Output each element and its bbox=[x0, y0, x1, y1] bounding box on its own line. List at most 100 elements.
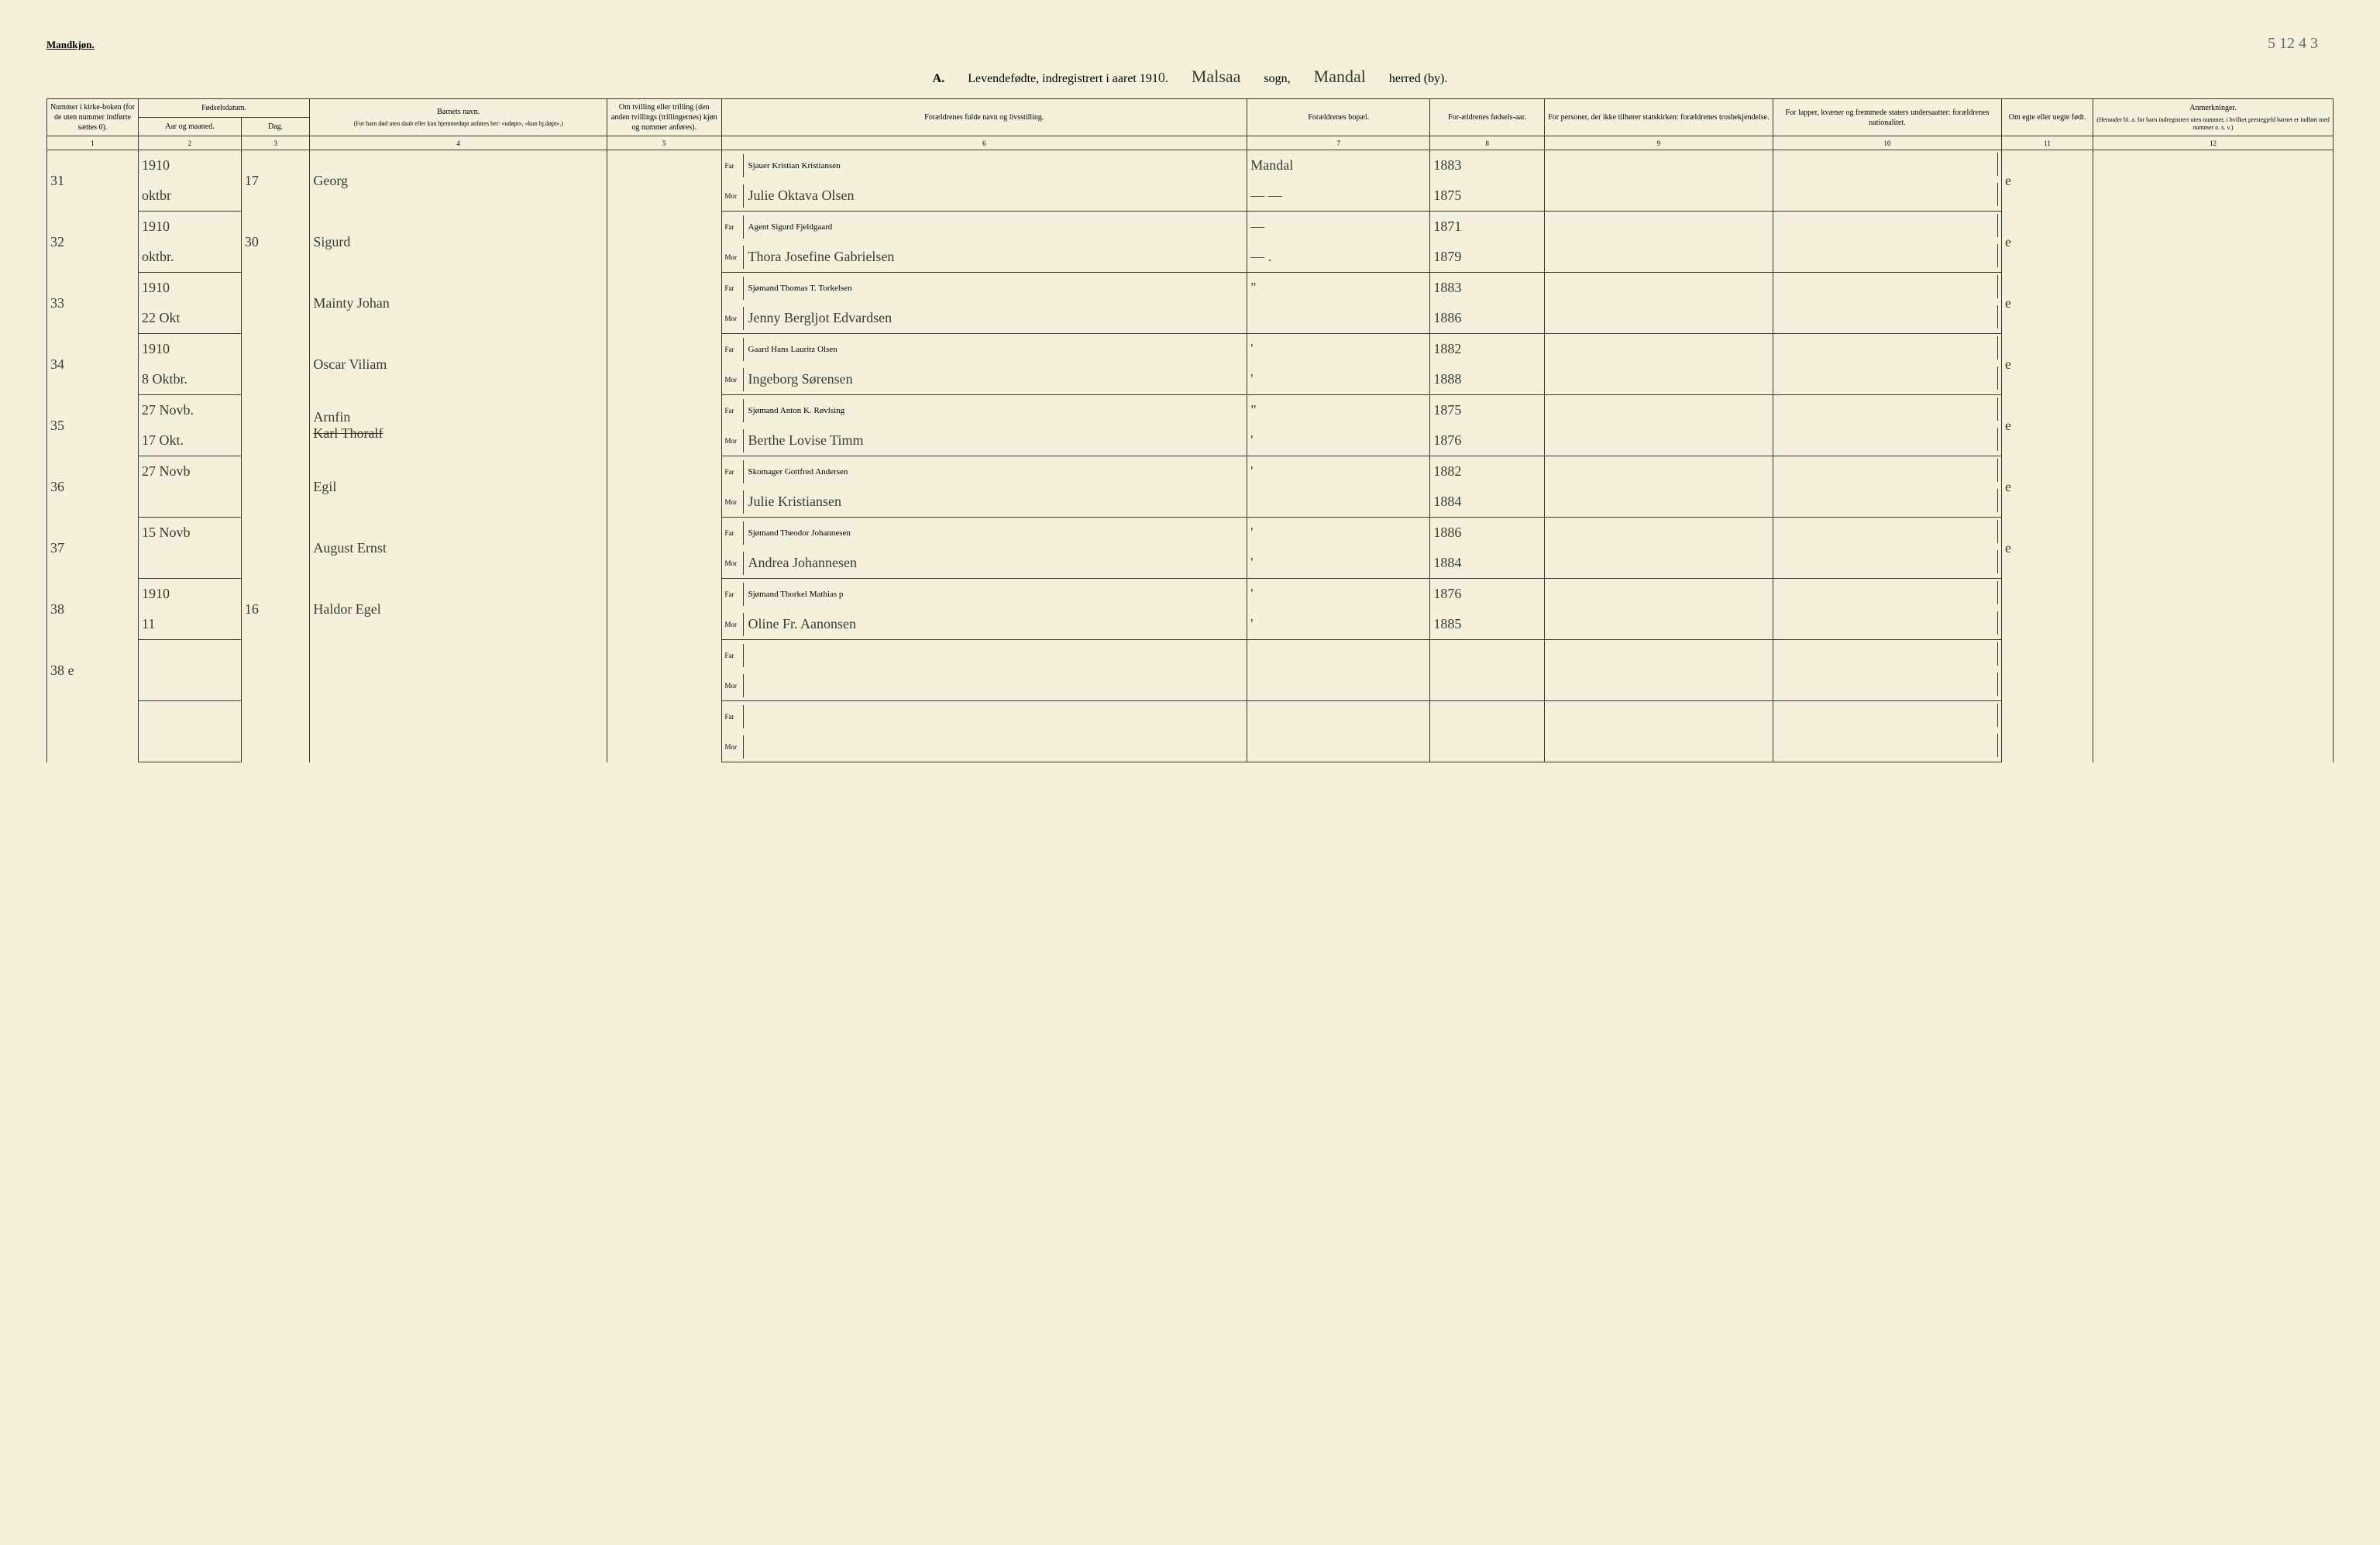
cell-nationality bbox=[1773, 334, 2001, 365]
cell-year-month: 27 Novb bbox=[139, 456, 242, 487]
cell-bopael-mor bbox=[1247, 303, 1430, 334]
cell-nationality-mor bbox=[1773, 731, 2001, 762]
cell-nationality bbox=[1773, 518, 2001, 549]
cell-legit bbox=[2002, 640, 2093, 701]
cell-remarks bbox=[2093, 150, 2334, 212]
cell-year-far: 1886 bbox=[1430, 518, 1545, 549]
cell-remarks bbox=[2093, 640, 2334, 701]
mor-label: Mor bbox=[722, 735, 744, 759]
cell-legit: e bbox=[2002, 395, 2093, 456]
cell-nationality-mor bbox=[1773, 487, 2001, 518]
col-header-year-month: Aar og maaned. bbox=[139, 118, 242, 136]
cell-legit: e bbox=[2002, 150, 2093, 212]
cell-year-far: 1883 bbox=[1430, 150, 1545, 181]
table-row: 37 15 Novb August Ernst Far Sjømand Theo… bbox=[47, 518, 2334, 549]
cell-far: Far Sjauer Kristian Kristiansen bbox=[721, 150, 1247, 181]
cell-religion-mor bbox=[1544, 548, 1773, 579]
cell-bopael-mor: ' bbox=[1247, 364, 1430, 395]
gender-label: Mandkjøn. bbox=[46, 39, 2334, 51]
cell-bopael-far: ' bbox=[1247, 334, 1430, 365]
mor-label: Mor bbox=[722, 184, 744, 208]
cell-mor: Mor Jenny Bergljot Edvardsen bbox=[721, 303, 1247, 334]
cell-nationality-mor bbox=[1773, 609, 2001, 640]
cell-year-month bbox=[139, 640, 242, 671]
table-row: 34 1910 Oscar Viliam Far Gaard Hans Laur… bbox=[47, 334, 2334, 365]
cell-legit: e bbox=[2002, 456, 2093, 518]
cell-day: 30 bbox=[241, 212, 310, 273]
cell-far: Far Gaard Hans Lauritz Olsen bbox=[721, 334, 1247, 365]
far-label: Far bbox=[722, 277, 744, 300]
cell-year-mor bbox=[1430, 731, 1545, 762]
cell-legit: e bbox=[2002, 212, 2093, 273]
far-label: Far bbox=[722, 583, 744, 606]
table-row: Far bbox=[47, 701, 2334, 732]
sogn-label: sogn, bbox=[1264, 72, 1290, 86]
cell-legit: e bbox=[2002, 334, 2093, 395]
cell-bopael-far: ' bbox=[1247, 518, 1430, 549]
table-body: 1 2 3 4 5 6 7 8 9 10 11 12 31 1910 17 Ge… bbox=[47, 136, 2334, 762]
table-header: Nummer i kirke-boken (for de uten nummer… bbox=[47, 99, 2334, 136]
cell-twin bbox=[607, 456, 721, 518]
cell-num: 31 bbox=[47, 150, 139, 212]
cell-religion bbox=[1544, 701, 1773, 732]
col-header-twin: Om tvilling eller trilling (den anden tv… bbox=[607, 99, 721, 136]
cell-nationality bbox=[1773, 150, 2001, 181]
cell-num: 37 bbox=[47, 518, 139, 579]
cell-bopael-mor bbox=[1247, 487, 1430, 518]
cell-num: 33 bbox=[47, 273, 139, 334]
herred-value: Mandal bbox=[1314, 67, 1366, 87]
cell-bopael-mor: — — bbox=[1247, 181, 1430, 212]
mor-label: Mor bbox=[722, 552, 744, 575]
cell-year-month: 1910 bbox=[139, 150, 242, 181]
cell-num: 34 bbox=[47, 334, 139, 395]
cell-far: Far Sjømand Thorkel Mathias p bbox=[721, 579, 1247, 610]
cell-day bbox=[241, 701, 310, 762]
cell-remarks bbox=[2093, 518, 2334, 579]
cell-year-far: 1871 bbox=[1430, 212, 1545, 243]
cell-child-name: August Ernst bbox=[310, 518, 607, 579]
cell-religion bbox=[1544, 334, 1773, 365]
cell-bopael-far: — bbox=[1247, 212, 1430, 243]
cell-nationality bbox=[1773, 579, 2001, 610]
cell-year-mor: 1888 bbox=[1430, 364, 1545, 395]
table-row: 33 1910 Mainty Johan Far Sjømand Thomas … bbox=[47, 273, 2334, 304]
cell-mor: Mor Julie Kristiansen bbox=[721, 487, 1247, 518]
cell-year-month2: oktbr bbox=[139, 181, 242, 212]
col-header-legit: Om egte eller uegte født. bbox=[2002, 99, 2093, 136]
cell-religion-mor bbox=[1544, 731, 1773, 762]
cell-day bbox=[241, 395, 310, 456]
cell-day bbox=[241, 273, 310, 334]
cell-child-name bbox=[310, 701, 607, 762]
cell-nationality bbox=[1773, 273, 2001, 304]
cell-religion-mor bbox=[1544, 364, 1773, 395]
cell-nationality-mor bbox=[1773, 364, 2001, 395]
register-table: Nummer i kirke-boken (for de uten nummer… bbox=[46, 98, 2334, 762]
cell-year-month: 1910 bbox=[139, 579, 242, 610]
cell-remarks bbox=[2093, 273, 2334, 334]
col-header-name: Barnets navn. (For barn død uten daab el… bbox=[310, 99, 607, 136]
cell-bopael-far bbox=[1247, 640, 1430, 671]
table-row: 35 27 Novb. ArnfinKarl Thoralf Far Sjøma… bbox=[47, 395, 2334, 426]
far-label: Far bbox=[722, 338, 744, 361]
cell-child-name: Georg bbox=[310, 150, 607, 212]
cell-bopael-mor bbox=[1247, 670, 1430, 701]
cell-year-month2: 8 Oktbr. bbox=[139, 364, 242, 395]
cell-child-name: Mainty Johan bbox=[310, 273, 607, 334]
cell-religion-mor bbox=[1544, 670, 1773, 701]
cell-nationality bbox=[1773, 701, 2001, 732]
cell-year-mor: 1886 bbox=[1430, 303, 1545, 334]
col-header-day: Dag. bbox=[241, 118, 310, 136]
cell-twin bbox=[607, 701, 721, 762]
mor-label: Mor bbox=[722, 368, 744, 391]
cell-mor: Mor bbox=[721, 731, 1247, 762]
cell-religion bbox=[1544, 579, 1773, 610]
cell-year-far: 1876 bbox=[1430, 579, 1545, 610]
cell-day: 17 bbox=[241, 150, 310, 212]
col-header-birthyear: For-ældrenes fødsels-aar. bbox=[1430, 99, 1545, 136]
sogn-value: Malsaa bbox=[1192, 67, 1241, 87]
cell-year-month2 bbox=[139, 731, 242, 762]
cell-day bbox=[241, 640, 310, 701]
cell-num bbox=[47, 701, 139, 762]
cell-year-mor: 1875 bbox=[1430, 181, 1545, 212]
cell-nationality-mor bbox=[1773, 425, 2001, 456]
